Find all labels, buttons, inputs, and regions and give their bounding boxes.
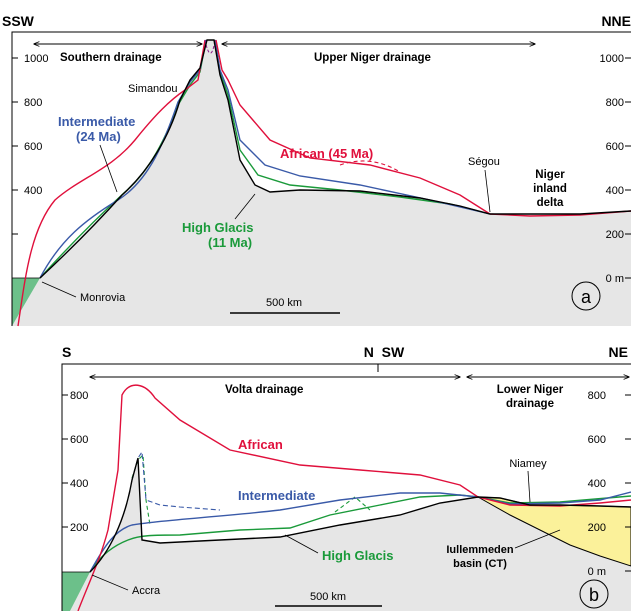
panel-a-tick-right-800: 800: [606, 97, 624, 109]
panel-b-tick-left-200: 200: [70, 522, 88, 534]
panel-a-tick-right-1000: 1000: [600, 53, 624, 65]
panel-a-african-label: African (45 Ma): [280, 146, 373, 161]
panel-b-basin-label-1: Iullemmeden: [446, 544, 514, 556]
panel-b-dir-mid: N SW: [364, 344, 405, 360]
panel-a-high-glacis-label-2: (11 Ma): [208, 235, 252, 250]
panel-b-label: b: [589, 585, 599, 605]
panel-b-frame: [61, 363, 631, 611]
panel-a-segou-label: Ségou: [468, 156, 500, 168]
panel-b-intermediate-label: Intermediate: [238, 488, 315, 503]
panel-a-african-line: [17, 39, 631, 327]
panel-a-tick-right-0: 0 m: [606, 273, 624, 285]
panel-a-high-glacis-label-1: High Glacis: [182, 220, 254, 235]
panel-b-tick-right-400: 400: [588, 478, 606, 490]
panel-b-badge: [579, 579, 609, 609]
panel-b-high-glacis-label: High Glacis: [322, 548, 394, 563]
panel-a-dir-right: NNE: [601, 13, 631, 29]
panel-b-tick-left-400: 400: [70, 478, 88, 490]
panel-b-intermediate-dashed: [131, 450, 221, 511]
panel-b-intermediate-line: [89, 491, 631, 573]
panel-a-intermediate-label-1: Intermediate: [58, 114, 135, 129]
panel-b-tick-left-800: 800: [70, 390, 88, 402]
panel-b-accra-label: Accra: [132, 585, 161, 597]
panel-b-african-line: [77, 384, 631, 611]
panel-a-niger-inland-delta-2: inland: [533, 183, 567, 195]
panel-b-tick-right-0: 0 m: [588, 566, 606, 578]
panel-b-high-glacis-dashed: [131, 453, 371, 526]
panel-a-badge: [571, 281, 601, 311]
panel-a-tick-right-600: 600: [606, 141, 624, 153]
panel-b-lower-niger-label-1: Lower Niger: [497, 384, 564, 396]
panel-a-tick-left-400: 400: [24, 185, 42, 197]
panel-b-niamey-label: Niamey: [509, 458, 547, 470]
panel-b-high-glacis-line: [89, 494, 631, 573]
panel-a-intermediate-label-2: (24 Ma): [76, 129, 121, 144]
panel-b-dir-left: S: [62, 344, 71, 360]
panel-a-sea: [12, 278, 40, 326]
panel-b-african-label: African: [238, 437, 283, 452]
panel-b-volta-drainage-label: Volta drainage: [225, 384, 303, 396]
panel-a-tick-left-1000: 1000: [24, 53, 48, 65]
panel-a-tick-right-200: 200: [606, 229, 624, 241]
panel-a: SSW NNE 1000 800 600 400: [2, 13, 631, 327]
panel-a-african-dashed: [339, 160, 401, 173]
panel-a-simandou-label: Simandou: [128, 83, 178, 95]
panel-a-label: a: [581, 287, 592, 307]
panel-a-dir-left: SSW: [2, 13, 35, 29]
panel-b: S N SW NE 800 600 400 200: [61, 344, 631, 611]
panel-b-scale-label: 500 km: [310, 591, 346, 603]
panel-a-niger-inland-delta-3: delta: [537, 197, 564, 209]
panel-a-tick-left-600: 600: [24, 141, 42, 153]
panel-b-lower-niger-label-2: drainage: [506, 398, 554, 410]
panel-a-tick-right-400: 400: [606, 185, 624, 197]
panel-a-niger-inland-delta-1: Niger: [535, 169, 565, 181]
panel-b-land-surface: [89, 457, 631, 573]
panel-b-tick-right-800: 800: [588, 390, 606, 402]
panel-a-upper-niger-label: Upper Niger drainage: [314, 52, 431, 64]
panel-b-tick-right-200: 200: [588, 522, 606, 534]
panel-a-tick-left-800: 800: [24, 97, 42, 109]
panel-b-ground: [70, 458, 631, 611]
panel-b-tick-right-600: 600: [588, 434, 606, 446]
panel-b-basin-label-2: basin (CT): [453, 558, 507, 570]
panel-a-ground: [12, 40, 631, 326]
panel-a-scale-label: 500 km: [266, 297, 302, 309]
panel-a-frame: [11, 31, 631, 326]
panel-b-sea: [62, 572, 90, 611]
panel-a-monrovia-label: Monrovia: [80, 292, 126, 304]
panel-b-dir-right: NE: [609, 344, 628, 360]
panel-a-intermediate-line: [39, 39, 491, 279]
panel-a-southern-drainage-label: Southern drainage: [60, 52, 162, 64]
panel-b-tick-left-600: 600: [70, 434, 88, 446]
panel-a-land-surface: [39, 39, 631, 279]
